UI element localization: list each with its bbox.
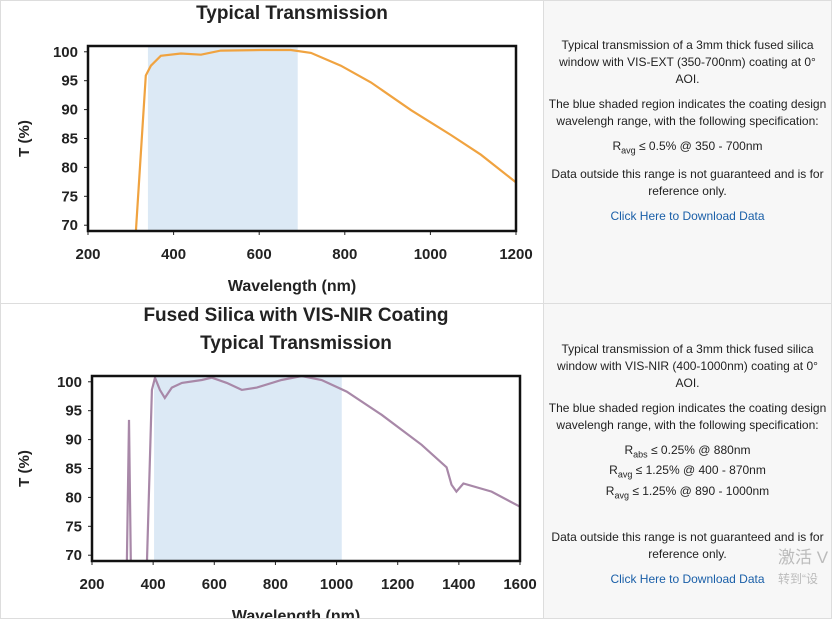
x-tick-label: 600 bbox=[202, 576, 227, 593]
y-tick-label: 95 bbox=[61, 73, 78, 90]
download-link[interactable]: Click Here to Download Data bbox=[610, 572, 765, 587]
chart-subtitle: Typical Transmission bbox=[200, 333, 392, 354]
x-tick-label: 1600 bbox=[503, 576, 536, 593]
y-tick-label: 75 bbox=[65, 518, 82, 535]
x-tick-label: 1200 bbox=[499, 246, 532, 263]
disclaimer: Data outside this range is not guarantee… bbox=[551, 530, 824, 562]
specs: Rabs ≤ 0.25% @ 880nm Ravg ≤ 1.25% @ 400 -… bbox=[548, 442, 827, 503]
x-tick-label: 400 bbox=[141, 576, 166, 593]
chart-subtitle: Typical Transmission bbox=[196, 3, 388, 24]
spec-subscript: avg bbox=[621, 145, 636, 156]
shaded-region bbox=[147, 46, 298, 231]
side-panel: Typical transmission of a 3mm thick fuse… bbox=[543, 303, 832, 619]
x-tick-label: 800 bbox=[263, 576, 288, 593]
y-axis-label: T (%) bbox=[16, 120, 33, 157]
plot-frame bbox=[90, 374, 522, 563]
x-tick-label: 800 bbox=[332, 246, 357, 263]
y-tick-label: 85 bbox=[65, 461, 82, 478]
spec-symbol: R bbox=[624, 443, 634, 457]
x-tick-label: 1000 bbox=[414, 246, 447, 263]
description: Typical transmission of a 3mm thick fuse… bbox=[559, 38, 816, 86]
spec-text: ≤ 1.25% @ 400 - 870nm bbox=[635, 463, 766, 478]
series-line bbox=[134, 48, 516, 231]
watermark: 转到“设 bbox=[778, 572, 818, 586]
spec-text: ≤ 1.25% @ 890 - 1000nm bbox=[632, 483, 770, 498]
x-tick-label: 1400 bbox=[442, 576, 475, 593]
spec-subscript: abs bbox=[633, 449, 648, 460]
series-line bbox=[125, 376, 520, 561]
spec-text: ≤ 0.5% @ 350 - 700nm bbox=[639, 139, 763, 153]
chart-cell: 70 75 80 85 90 95 100 200 400 600 800 1000 1200 Typic… bbox=[0, 0, 544, 304]
x-tick-label: 1000 bbox=[320, 576, 353, 593]
chart: 70 75 80 85 90 95 100 200 400 600 800 1000 1200 1400 1… bbox=[16, 305, 537, 619]
specs: Ravg ≤ 0.5% @ 350 - 700nm bbox=[548, 138, 827, 158]
spec-subscript: avg bbox=[614, 490, 629, 501]
x-tick-label: 400 bbox=[161, 246, 186, 263]
x-axis-label: Wavelength (nm) bbox=[228, 278, 356, 295]
shading-note: The blue shaded region indicates the coa… bbox=[548, 401, 827, 432]
y-tick-label: 95 bbox=[65, 403, 82, 420]
x-tick-label: 200 bbox=[75, 246, 100, 263]
description: Typical transmission of a 3mm thick fuse… bbox=[557, 342, 818, 390]
x-tick-label: 1200 bbox=[381, 576, 414, 593]
spec-symbol: R bbox=[609, 463, 618, 478]
disclaimer: Data outside this range is not guarantee… bbox=[551, 167, 824, 199]
spec-subscript: avg bbox=[617, 469, 633, 480]
spec-symbol: R bbox=[612, 139, 622, 153]
y-tick-label: 90 bbox=[61, 102, 78, 119]
chart-title: Fused Silica with VIS-NIR Coating bbox=[143, 305, 448, 326]
chart: 70 75 80 85 90 95 100 200 400 600 800 1000 1200 Typic… bbox=[16, 3, 533, 295]
y-tick-label: 70 bbox=[65, 547, 82, 564]
y-tick-label: 90 bbox=[65, 432, 82, 449]
y-tick-label: 75 bbox=[61, 188, 78, 205]
y-tick-label: 80 bbox=[61, 159, 78, 176]
spec: Rabs ≤ 0.25% @ 880nm bbox=[548, 442, 827, 462]
x-tick-label: 200 bbox=[79, 576, 104, 593]
spec: Ravg ≤ 1.25% @ 890 - 1000nm bbox=[548, 483, 827, 503]
watermark: 激活 V bbox=[778, 548, 829, 567]
y-tick-label: 100 bbox=[57, 374, 82, 391]
side-panel: Typical transmission of a 3mm thick fuse… bbox=[543, 0, 832, 304]
x-tick-label: 600 bbox=[247, 246, 272, 263]
download-link[interactable]: Click Here to Download Data bbox=[610, 209, 765, 224]
y-tick-label: 85 bbox=[61, 131, 78, 148]
y-tick-label: 100 bbox=[53, 44, 78, 61]
y-axis-label: T (%) bbox=[16, 450, 33, 487]
spec-symbol: R bbox=[605, 483, 615, 498]
chart-cell: 70 75 80 85 90 95 100 200 400 600 800 1000 1200 1400 1… bbox=[0, 303, 544, 619]
shading-note: The blue shaded region indicates the coa… bbox=[548, 97, 827, 128]
spec: Ravg ≤ 1.25% @ 400 - 870nm bbox=[548, 462, 827, 482]
plot-frame bbox=[86, 44, 518, 233]
spec: Ravg ≤ 0.5% @ 350 - 700nm bbox=[548, 138, 827, 158]
spec-text: ≤ 0.25% @ 880nm bbox=[651, 443, 751, 457]
x-axis-label: Wavelength (nm) bbox=[232, 608, 360, 619]
shaded-region bbox=[154, 376, 342, 561]
y-tick-label: 70 bbox=[61, 217, 78, 234]
y-tick-label: 80 bbox=[65, 489, 82, 506]
